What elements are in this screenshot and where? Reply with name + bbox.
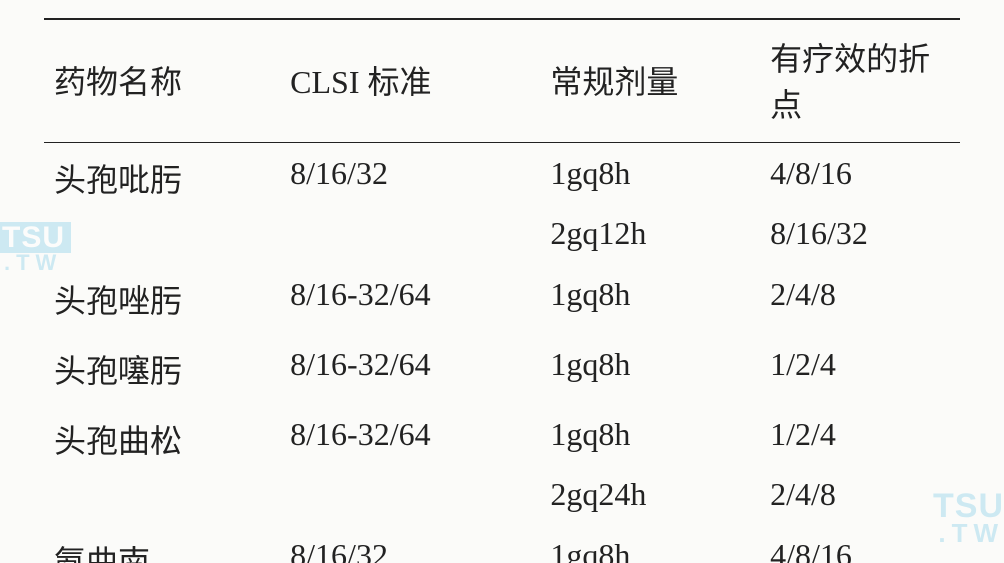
cell-breakpoint: 4/8/16	[740, 143, 960, 214]
cell-breakpoint: 1/2/4	[740, 334, 960, 404]
cell-name: 氨曲南	[44, 525, 282, 563]
cell-dose: 1gq8h	[520, 264, 740, 334]
table-row: 2gq12h 8/16/32	[44, 213, 960, 264]
cell-clsi: 8/16-32/64	[282, 334, 520, 404]
col-header-clsi: CLSI 标准	[282, 19, 520, 143]
cell-name	[44, 474, 282, 525]
cell-clsi: 8/16/32	[282, 525, 520, 563]
cell-clsi: 8/16/32	[282, 143, 520, 214]
header-row: 药物名称 CLSI 标准 常规剂量 有疗效的折点	[44, 19, 960, 143]
table-row: 头孢吡肟 8/16/32 1gq8h 4/8/16	[44, 143, 960, 214]
cell-clsi: 8/16-32/64	[282, 404, 520, 474]
data-table: 药物名称 CLSI 标准 常规剂量 有疗效的折点 头孢吡肟 8/16/32 1g…	[44, 18, 960, 563]
table-row: 氨曲南 8/16/32 1gq8h 4/8/16	[44, 525, 960, 563]
cell-breakpoint: 2/4/8	[740, 474, 960, 525]
cell-dose: 1gq8h	[520, 143, 740, 214]
cell-breakpoint: 2/4/8	[740, 264, 960, 334]
cell-dose: 2gq12h	[520, 213, 740, 264]
col-header-breakpoint: 有疗效的折点	[740, 19, 960, 143]
cell-breakpoint: 4/8/16	[740, 525, 960, 563]
cell-dose: 1gq8h	[520, 525, 740, 563]
clsi-breakpoint-table: 药物名称 CLSI 标准 常规剂量 有疗效的折点 头孢吡肟 8/16/32 1g…	[44, 18, 960, 563]
cell-name: 头孢吡肟	[44, 143, 282, 214]
cell-name	[44, 213, 282, 264]
cell-name: 头孢噻肟	[44, 334, 282, 404]
col-header-dose: 常规剂量	[520, 19, 740, 143]
table-row: 头孢噻肟 8/16-32/64 1gq8h 1/2/4	[44, 334, 960, 404]
cell-dose: 2gq24h	[520, 474, 740, 525]
col-header-name: 药物名称	[44, 19, 282, 143]
cell-dose: 1gq8h	[520, 334, 740, 404]
table-row: 2gq24h 2/4/8	[44, 474, 960, 525]
cell-clsi: 8/16-32/64	[282, 264, 520, 334]
cell-breakpoint: 8/16/32	[740, 213, 960, 264]
cell-clsi	[282, 474, 520, 525]
table-row: 头孢唑肟 8/16-32/64 1gq8h 2/4/8	[44, 264, 960, 334]
cell-name: 头孢曲松	[44, 404, 282, 474]
cell-clsi	[282, 213, 520, 264]
cell-name: 头孢唑肟	[44, 264, 282, 334]
table-row: 头孢曲松 8/16-32/64 1gq8h 1/2/4	[44, 404, 960, 474]
cell-dose: 1gq8h	[520, 404, 740, 474]
cell-breakpoint: 1/2/4	[740, 404, 960, 474]
